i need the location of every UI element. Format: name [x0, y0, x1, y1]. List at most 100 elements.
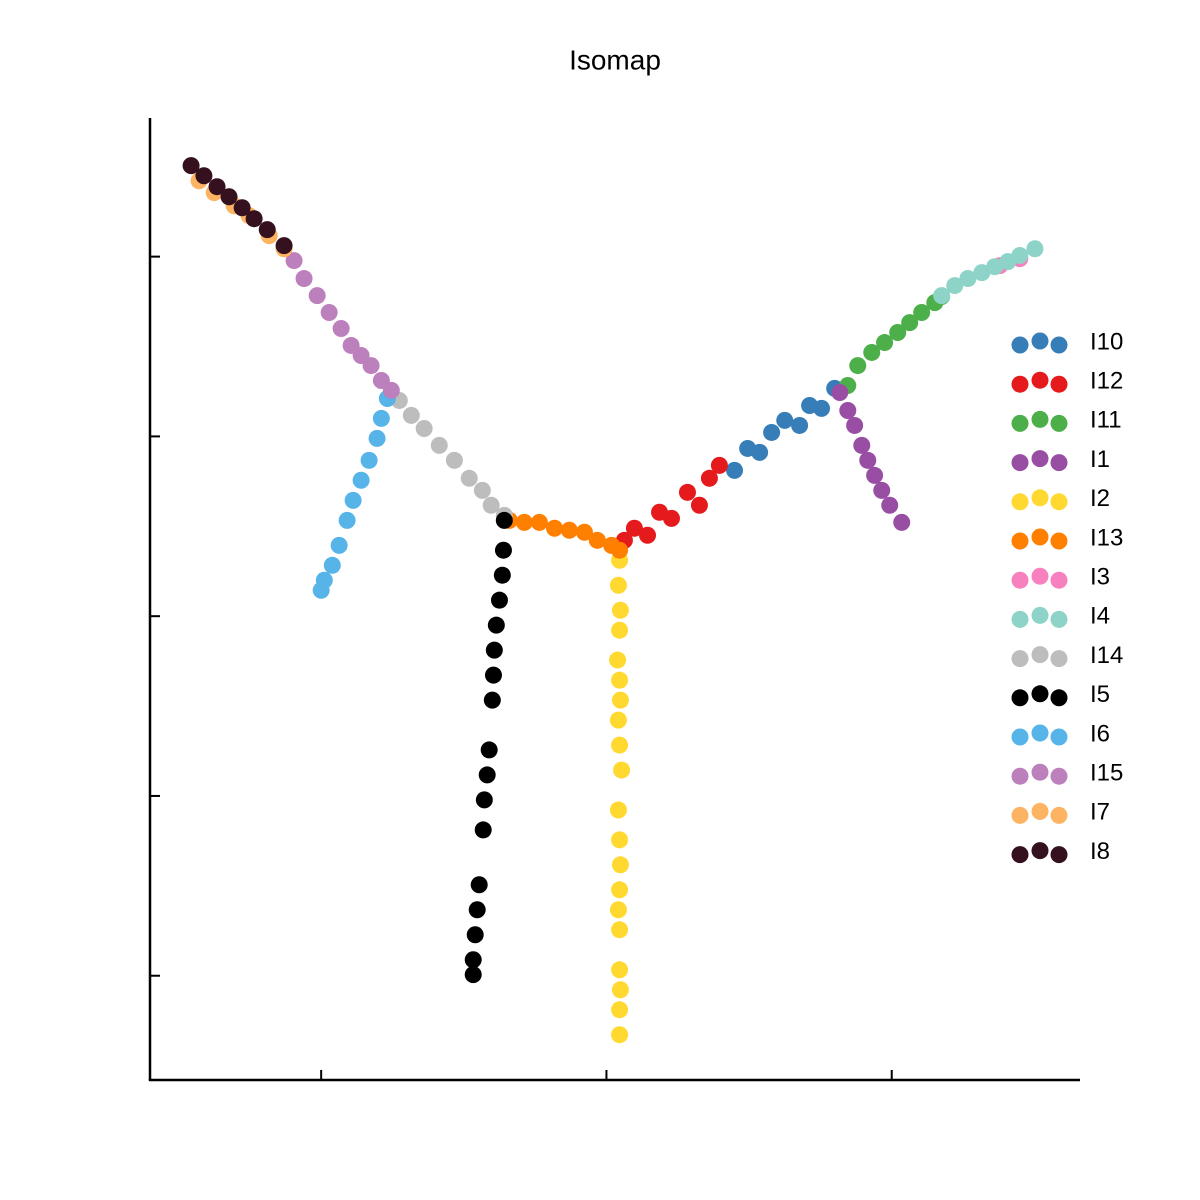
point	[275, 237, 293, 255]
point	[466, 926, 484, 944]
point	[494, 541, 512, 559]
point	[710, 456, 728, 474]
legend-marker	[1050, 846, 1068, 864]
legend-marker	[1050, 336, 1068, 354]
legend-marker	[1031, 410, 1049, 428]
point	[445, 451, 463, 469]
legend-marker	[1011, 532, 1029, 550]
point	[913, 304, 931, 322]
point	[611, 736, 629, 754]
point	[362, 357, 380, 375]
point	[487, 616, 505, 634]
point	[464, 951, 482, 969]
legend-marker	[1050, 375, 1068, 393]
point	[415, 419, 433, 437]
point	[546, 519, 564, 537]
legend-marker	[1011, 493, 1029, 511]
point	[831, 384, 849, 402]
legend-label: I1	[1090, 446, 1110, 473]
point	[609, 651, 627, 669]
point	[490, 591, 508, 609]
legend-marker	[1011, 728, 1029, 746]
legend-marker	[1011, 846, 1029, 864]
point	[382, 381, 400, 399]
point	[611, 921, 629, 939]
legend-marker	[1031, 724, 1049, 742]
point	[611, 621, 629, 639]
legend-label: I14	[1090, 642, 1123, 669]
point	[368, 429, 386, 447]
point	[839, 402, 857, 420]
legend-marker	[1031, 567, 1049, 585]
point	[575, 523, 593, 541]
point	[611, 601, 629, 619]
legend-marker	[1031, 802, 1049, 820]
point	[245, 210, 263, 228]
point	[468, 901, 486, 919]
point	[611, 881, 629, 899]
point	[700, 469, 718, 487]
legend-marker	[1050, 532, 1068, 550]
point	[473, 481, 491, 499]
point	[881, 496, 899, 514]
point	[480, 741, 498, 759]
point	[588, 531, 606, 549]
point	[611, 831, 629, 849]
legend-marker	[1011, 414, 1029, 432]
legend-marker	[1031, 606, 1049, 624]
legend-marker	[1011, 571, 1029, 589]
legend-marker	[1050, 806, 1068, 824]
point	[430, 436, 448, 454]
point	[312, 581, 330, 599]
point	[866, 466, 884, 484]
legend-marker	[1050, 689, 1068, 707]
legend-marker	[1011, 806, 1029, 824]
point	[483, 691, 501, 709]
point	[495, 511, 513, 529]
point	[986, 258, 1004, 276]
point	[464, 966, 482, 984]
point	[613, 761, 631, 779]
point	[813, 399, 831, 417]
point	[609, 901, 627, 919]
point	[460, 469, 478, 487]
point	[493, 566, 511, 584]
legend-marker	[1050, 650, 1068, 668]
legend-marker	[1050, 767, 1068, 785]
point	[611, 1026, 629, 1044]
chart-title: Isomap	[569, 44, 661, 75]
legend-marker	[1031, 528, 1049, 546]
legend-marker	[1031, 489, 1049, 507]
point	[889, 323, 907, 341]
point	[751, 443, 769, 461]
point	[470, 876, 488, 894]
legend-marker	[1031, 450, 1049, 468]
legend-label: I13	[1090, 524, 1123, 551]
point	[639, 526, 657, 544]
point	[323, 556, 341, 574]
point	[726, 461, 744, 479]
point	[484, 666, 502, 684]
point	[611, 541, 629, 559]
legend-marker	[1011, 375, 1029, 393]
legend-label: I12	[1090, 368, 1123, 395]
point	[863, 343, 881, 361]
point	[853, 436, 871, 454]
point	[1026, 240, 1044, 258]
point	[859, 451, 877, 469]
legend-label: I15	[1090, 760, 1123, 787]
legend-marker	[1011, 454, 1029, 472]
point	[338, 511, 356, 529]
legend-label: I8	[1090, 838, 1110, 865]
point	[611, 961, 629, 979]
point	[611, 691, 629, 709]
point	[332, 320, 350, 338]
point	[876, 334, 894, 352]
point	[625, 519, 643, 537]
point	[1011, 247, 1029, 265]
point	[478, 766, 496, 784]
legend-label: I2	[1090, 485, 1110, 512]
point	[933, 287, 951, 305]
point	[195, 167, 213, 185]
